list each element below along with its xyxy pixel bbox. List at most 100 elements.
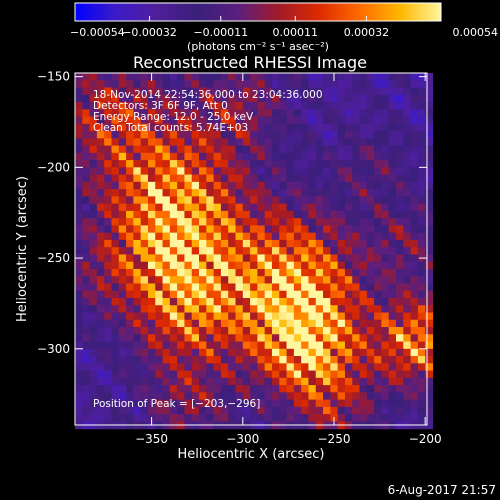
heatmap-cell	[220, 414, 229, 422]
heatmap-cell	[250, 276, 258, 285]
heatmap-cell	[352, 356, 361, 364]
heatmap-cell	[126, 363, 134, 372]
heatmap-cell	[118, 80, 127, 89]
heatmap-cell	[89, 123, 98, 132]
heatmap-cell	[213, 406, 222, 415]
heatmap-cell	[279, 87, 288, 96]
heatmap-cell	[323, 145, 331, 154]
heatmap-cell	[381, 414, 390, 422]
heatmap-cell	[388, 167, 397, 176]
heatmap-cell	[206, 138, 215, 147]
heatmap-cell	[352, 225, 361, 234]
heatmap-cell	[206, 145, 215, 154]
heatmap-cell	[147, 385, 156, 393]
heatmap-cell	[133, 414, 142, 422]
heatmap-cell	[337, 305, 346, 314]
heatmap-cell	[242, 94, 251, 103]
heatmap-cell	[315, 385, 324, 393]
heatmap-cell	[271, 123, 280, 132]
heatmap-cell	[388, 225, 397, 234]
heatmap-cell	[118, 196, 127, 205]
heatmap-cell	[308, 261, 317, 270]
heatmap-cell	[206, 312, 215, 321]
heatmap-cell	[104, 174, 113, 183]
heatmap-cell	[104, 109, 113, 118]
heatmap-cell	[82, 290, 91, 299]
heatmap-cell	[96, 356, 105, 364]
x-tick-label: −350	[135, 432, 168, 446]
heatmap-cell	[199, 123, 207, 132]
heatmap-cell	[177, 392, 186, 401]
heatmap-cell	[374, 290, 383, 299]
heatmap-cell	[374, 109, 383, 118]
heatmap-cell	[140, 399, 149, 408]
heatmap-cell	[111, 290, 120, 299]
heatmap-cell	[140, 414, 149, 422]
heatmap-cell	[96, 225, 105, 234]
heatmap-cell	[184, 319, 193, 328]
heatmap-cell	[323, 196, 331, 205]
heatmap-cell	[410, 268, 419, 277]
colorbar-tick-label: −0.00032	[122, 26, 177, 39]
heatmap-cell	[82, 392, 91, 401]
heatmap-cell	[388, 348, 397, 357]
heatmap-cell	[425, 160, 434, 168]
heatmap-cell	[133, 160, 142, 168]
heatmap-cell	[206, 225, 215, 234]
heatmap-cell	[323, 268, 331, 277]
heatmap-cell	[286, 268, 295, 277]
heatmap-cell	[206, 174, 215, 183]
heatmap-cell	[279, 290, 288, 299]
heatmap-cell	[352, 145, 361, 154]
heatmap-cell	[184, 210, 193, 219]
heatmap-cell	[235, 370, 244, 379]
heatmap-cell	[279, 174, 288, 183]
heatmap-cell	[359, 327, 368, 335]
heatmap-cell	[352, 341, 361, 350]
heatmap-cell	[242, 276, 251, 285]
heatmap-cell	[410, 261, 419, 270]
heatmap-cell	[104, 305, 113, 314]
heatmap-cell	[104, 239, 113, 248]
heatmap-cell	[220, 80, 229, 89]
heatmap-cell	[279, 283, 288, 292]
heatmap-cell	[301, 363, 310, 372]
heatmap-cell	[271, 225, 280, 234]
heatmap-cell	[169, 196, 178, 205]
heatmap-cell	[410, 319, 419, 328]
heatmap-cell	[96, 131, 105, 139]
heatmap-cell	[301, 341, 310, 350]
heatmap-cell	[344, 152, 353, 161]
heatmap-cell	[96, 138, 105, 147]
heatmap-cell	[344, 225, 353, 234]
heatmap-cell	[191, 196, 200, 205]
heatmap-cell	[199, 290, 207, 299]
heatmap-cell	[308, 239, 317, 248]
heatmap-cell	[425, 406, 434, 415]
heatmap-cell	[308, 363, 317, 372]
heatmap-cell	[184, 232, 193, 241]
heatmap-cell	[191, 283, 200, 292]
heatmap-cell	[308, 348, 317, 357]
heatmap-cell	[242, 225, 251, 234]
heatmap-cell	[279, 123, 288, 132]
heatmap-cell	[417, 363, 426, 372]
heatmap-cell	[301, 392, 310, 401]
heatmap-cell	[344, 174, 353, 183]
heatmap-cell	[118, 152, 127, 161]
heatmap-cell	[388, 406, 397, 415]
heatmap-cell	[301, 247, 310, 256]
heatmap-cell	[126, 109, 134, 118]
heatmap-cell	[250, 160, 258, 168]
heatmap-cell	[330, 276, 339, 285]
heatmap-cell	[220, 341, 229, 350]
heatmap-cell	[104, 145, 113, 154]
heatmap-cell	[96, 145, 105, 154]
heatmap-cell	[184, 131, 193, 139]
heatmap-cell	[293, 247, 302, 256]
heatmap-cell	[250, 123, 258, 132]
heatmap-cell	[323, 218, 331, 227]
heatmap-cell	[337, 109, 346, 118]
heatmap-cell	[235, 189, 244, 197]
heatmap-cell	[162, 334, 171, 343]
